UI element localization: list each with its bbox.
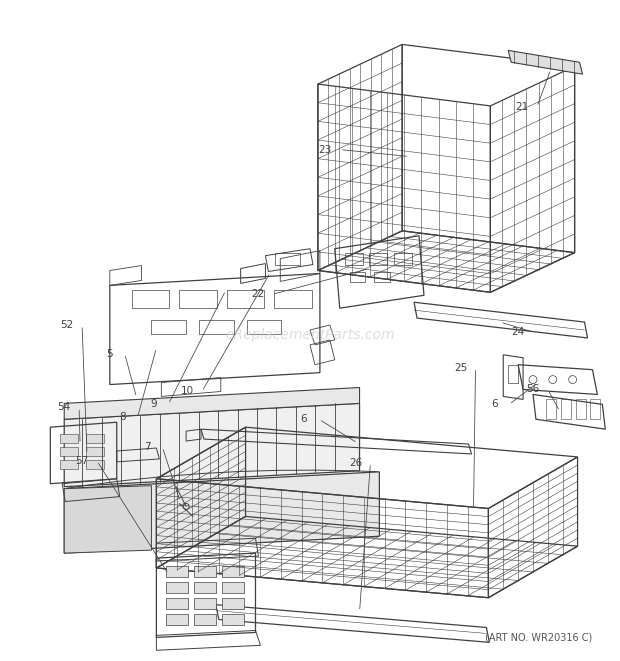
Text: 5: 5 — [107, 349, 113, 359]
Bar — [194, 566, 216, 577]
Bar — [166, 613, 188, 625]
Bar — [166, 566, 188, 577]
Bar — [222, 582, 244, 593]
Bar — [194, 613, 216, 625]
Bar — [199, 320, 234, 334]
Bar — [86, 434, 104, 443]
Bar — [345, 253, 363, 264]
Bar — [274, 290, 312, 308]
Text: (ART NO. WR20316 C): (ART NO. WR20316 C) — [485, 633, 593, 642]
Text: 23: 23 — [318, 145, 332, 155]
Text: 10: 10 — [180, 387, 193, 397]
Polygon shape — [64, 472, 379, 553]
Text: 8: 8 — [120, 412, 126, 422]
Bar — [222, 566, 244, 577]
Text: 6: 6 — [491, 399, 498, 409]
Polygon shape — [64, 403, 360, 486]
Text: 52: 52 — [61, 320, 74, 330]
Bar — [60, 460, 78, 469]
Bar — [86, 460, 104, 469]
Bar — [151, 320, 186, 334]
Bar — [86, 447, 104, 456]
Text: 22: 22 — [251, 290, 264, 299]
Text: 57: 57 — [76, 456, 89, 466]
Bar — [370, 253, 388, 264]
Bar — [546, 399, 556, 419]
Text: eReplacementParts.com: eReplacementParts.com — [225, 328, 395, 342]
Text: 54: 54 — [58, 403, 71, 412]
Text: 56: 56 — [526, 385, 539, 395]
Bar — [374, 272, 390, 282]
Text: 9: 9 — [150, 399, 157, 409]
Bar — [575, 399, 585, 419]
Text: 25: 25 — [454, 363, 467, 373]
Bar — [179, 290, 217, 308]
Bar — [590, 399, 600, 419]
Polygon shape — [64, 486, 151, 553]
Bar — [560, 399, 570, 419]
Text: 7: 7 — [144, 442, 151, 452]
Text: 6: 6 — [301, 414, 308, 424]
Bar — [166, 582, 188, 593]
Bar — [194, 598, 216, 609]
Bar — [394, 253, 412, 264]
Bar — [222, 613, 244, 625]
Bar — [275, 253, 300, 264]
Bar — [60, 434, 78, 443]
Bar — [194, 582, 216, 593]
Text: 26: 26 — [349, 458, 362, 468]
Bar — [166, 598, 188, 609]
Bar — [222, 598, 244, 609]
Polygon shape — [64, 387, 360, 419]
Text: 24: 24 — [512, 327, 525, 337]
Bar — [227, 290, 264, 308]
Bar — [247, 320, 281, 334]
Polygon shape — [508, 50, 583, 74]
Bar — [60, 447, 78, 456]
Text: 21: 21 — [515, 102, 529, 112]
Bar — [508, 365, 518, 383]
Bar — [131, 290, 169, 308]
Bar — [350, 272, 366, 282]
